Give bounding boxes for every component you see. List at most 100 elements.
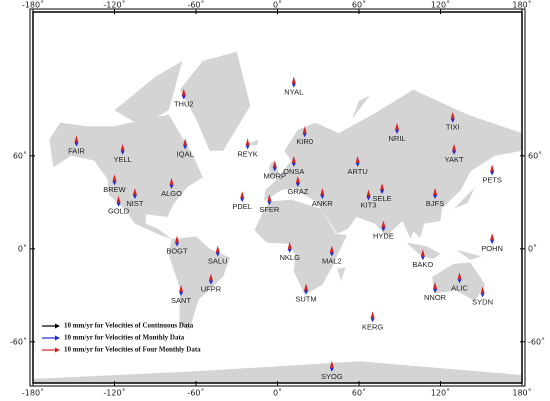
station-arrow [381,220,386,228]
station-arrow [272,160,277,168]
x-tick-label: 180˚ [512,0,531,10]
station-label: SANT [171,296,191,305]
station-arrow [395,129,400,134]
legend-arrow-head [55,347,60,353]
station-arrow [183,138,188,146]
y-tick-label: 60˚ [13,150,27,160]
station-label: NYAL [284,88,303,97]
x-tick-label: -180˚ [22,388,44,398]
station-label: BOGT [166,247,188,256]
y-tick-label: 0˚ [18,243,27,253]
station-arrow [480,286,485,294]
station-arrow [112,174,117,182]
station-arrow [215,245,220,253]
station-label: ONSA [283,167,304,176]
station-arrow [304,290,309,295]
station-label: PDEL [232,202,252,211]
station-arrow [366,189,371,197]
station-label: PETS [482,176,502,185]
station-arrow [457,279,462,284]
station-arrow [120,143,125,151]
station-arrow [452,143,457,151]
station-label: POHN [481,244,503,253]
station-label: GRAZ [287,187,308,196]
station-arrow [287,248,292,253]
y-tick-label: 60˚ [528,150,542,160]
station-arrow [320,187,325,195]
station-arrow [433,289,438,294]
stations: NYAL THU2 FAIR YELL IQAL REYK KIR0 NRIL TIXI YAKT… [68,76,503,381]
station-arrow [490,240,495,245]
station-label: THU2 [174,99,194,108]
legend-label: 10 mm/yr for Velocities of Four Monthly … [64,346,201,354]
landmass [33,361,522,383]
station-label: BREW [103,185,126,194]
station-arrow [291,76,296,84]
station-arrow [291,162,296,167]
station-label: SALU [208,257,228,266]
x-tick-label: 0˚ [273,0,282,10]
landmass [168,236,230,331]
station-label: KIR0 [296,137,313,146]
station-arrow [181,88,186,96]
station-arrow [208,280,213,285]
station-label: KIT3 [361,201,377,210]
station-label: SYDN [472,297,493,306]
landmass [179,51,251,151]
station-label: ANKR [312,199,333,208]
station-arrow [208,273,213,281]
station-label: ALIC [451,283,468,292]
station-label: GOLD [108,207,130,216]
landmass [114,61,183,127]
legend-arrow-head [55,335,60,341]
legend-arrow-head [55,323,60,329]
station-arrow [480,293,485,298]
station-arrow [433,187,438,195]
station-arrow [74,135,79,143]
x-tick-label: 60˚ [352,0,366,10]
x-tick-label: 180˚ [512,388,531,398]
station-arrow [490,233,495,241]
station-arrow [245,145,250,150]
station-arrow [366,196,371,201]
station-arrow [420,249,425,257]
station-arrow [215,252,220,257]
landmass [263,89,522,239]
station-label: YAKT [445,155,464,164]
station-arrow [355,155,360,163]
station-arrow [329,367,334,372]
station-arrow [457,272,462,280]
station-arrow [240,198,245,203]
station-label: SELE [372,194,391,203]
station-label: YELL [113,155,131,164]
station-arrow [174,242,179,247]
landmass [254,199,347,295]
station-label: SYOG [321,372,343,381]
station-label: MORP [264,171,287,180]
landmass [456,250,482,260]
station-arrow [320,194,325,199]
station-label: TIXI [446,123,460,132]
station-arrow [490,164,495,172]
station-label: SUTM [295,294,316,303]
station-arrow [329,252,334,257]
station-label: BAKO [412,260,433,269]
station-arrow [395,122,400,130]
station-arrow [355,162,360,167]
landmass [49,114,203,239]
x-tick-label: 120˚ [431,0,450,10]
legend-label: 10 mm/yr for Velocities of Continuous Da… [64,322,194,330]
station-arrow [380,190,385,195]
station-arrow [433,194,438,199]
station-label: KERG [362,322,383,331]
station-label: FAIR [68,146,85,155]
station-label: NRIL [388,134,405,143]
station-arrow [302,126,307,134]
station-arrow [329,360,334,368]
station-label: NKLG [280,253,301,262]
station-arrow [74,142,79,147]
x-tick-label: 60˚ [352,388,366,398]
station-arrow [370,311,375,319]
station-arrow [179,284,184,292]
station-arrow [169,184,174,189]
